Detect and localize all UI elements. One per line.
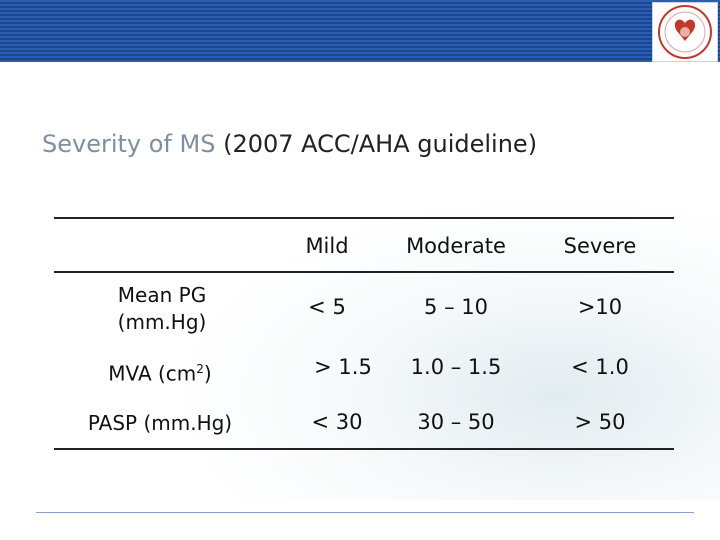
row-label-mva-close: ) (203, 361, 212, 386)
header-band (0, 0, 720, 62)
table-cell: >10 (577, 295, 623, 319)
table-cell: 5 – 10 (424, 295, 488, 319)
table-cell: < 1.0 (571, 355, 629, 379)
table-top-rule (54, 217, 674, 219)
table-cell: > 50 (574, 410, 626, 434)
table-cell: < 30 (311, 410, 363, 434)
table-cell: > 1.5 (314, 355, 372, 379)
seal-icon (658, 5, 712, 59)
row-label-mean-pg: Mean PG (mm.Hg) (118, 282, 207, 336)
row-label-pasp: PASP (mm.Hg) (87, 411, 233, 435)
column-header-severe: Severe (563, 234, 637, 258)
title-main: Severity of MS (42, 130, 216, 158)
row-label-mva: MVA (cm2) (108, 356, 211, 388)
column-header-mild: Mild (305, 234, 349, 258)
background-photo-wash (180, 200, 720, 500)
row-label-line2: (mm.Hg) (117, 310, 207, 334)
title-subtitle: (2007 ACC/AHA guideline) (223, 130, 538, 158)
table-header-rule (54, 271, 674, 273)
table-cell: 30 – 50 (417, 410, 495, 434)
column-header-moderate: Moderate (406, 234, 506, 258)
footer-line (36, 512, 694, 513)
row-label-mva-superscript: 2 (196, 362, 204, 376)
society-logo (652, 2, 718, 62)
slide-title: Severity of MS (2007 ACC/AHA guideline) (42, 130, 537, 158)
table-bottom-rule (54, 448, 674, 450)
table-cell: 1.0 – 1.5 (410, 355, 502, 379)
row-label-mva-text: MVA (cm (108, 361, 197, 386)
row-label-line1: Mean PG (117, 283, 207, 307)
table-cell: < 5 (308, 295, 346, 319)
